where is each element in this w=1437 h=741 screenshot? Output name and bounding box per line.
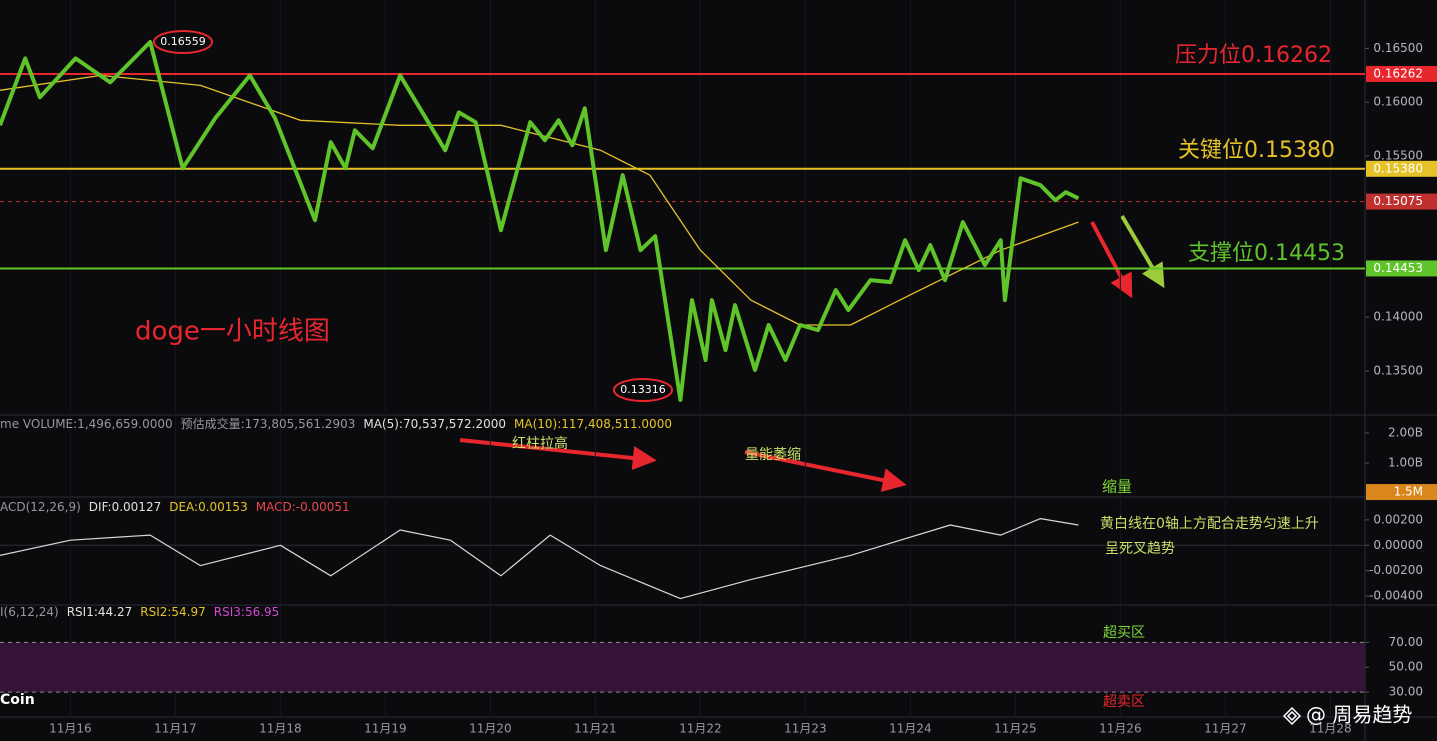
annotation: 呈死叉趋势 (1105, 541, 1175, 557)
x-tick-label: 11月18 (259, 722, 302, 736)
annotation: 量能萎缩 (745, 447, 801, 463)
level-axis-label: 0.15380 (1373, 161, 1423, 175)
info-item: MACD:-0.00051 (256, 500, 350, 514)
info-item: ACD(12,26,9) (0, 500, 81, 514)
extreme-label: 0.16559 (160, 35, 206, 48)
y-tick-label: 0.00200 (1373, 512, 1423, 526)
x-tick-label: 11月26 (1099, 722, 1142, 736)
level-annotation: 关键位0.15380 (1178, 138, 1335, 163)
y-tick-label: -0.00400 (1369, 589, 1423, 603)
x-tick-label: 11月28 (1309, 722, 1352, 736)
annotation: 黄白线在0轴上方配合走势匀速上升 (1100, 515, 1319, 532)
info-item: RSI2:54.97 (140, 605, 206, 619)
y-tick-label: 1.00B (1388, 456, 1423, 470)
logo-icon (1282, 706, 1302, 726)
info-item: DIF:0.00127 (89, 500, 161, 514)
info-item: me VOLUME:1,496,659.0000 (0, 417, 173, 431)
current-volume-box (1366, 484, 1437, 501)
y-tick-label: 30.00 (1389, 685, 1423, 699)
x-tick-label: 11月16 (49, 722, 92, 736)
info-item: MA(10):117,408,511.0000 (514, 417, 672, 431)
x-tick-label: 11月20 (469, 722, 512, 736)
y-tick-label: 0.16500 (1373, 41, 1423, 55)
arrows (459, 214, 1165, 492)
info-item: RSI1:44.27 (67, 605, 133, 619)
x-tick-label: 11月27 (1204, 722, 1247, 736)
info-item: MA(5):70,537,572.2000 (363, 417, 506, 431)
x-tick-label: 11月21 (574, 722, 617, 736)
annotation: 超买区 (1103, 625, 1145, 641)
brand: Coin (0, 692, 35, 708)
y-tick-label: 2.00B (1388, 426, 1423, 440)
line-series (0, 74, 1079, 326)
x-tick-label: 11月22 (679, 722, 722, 736)
level-axis-box (1366, 160, 1437, 177)
signature: @ 周易趋势 (1306, 703, 1412, 727)
line-series (0, 518, 1079, 600)
indicator-info: I(6,12,24) RSI1:44.27 RSI2:54.97 RSI3:56.95 (0, 605, 279, 619)
y-tick-label: 70.00 (1389, 635, 1423, 649)
y-tick-label: 0.13500 (1373, 363, 1423, 377)
rsi-band (0, 642, 1365, 693)
y-tick-label: 0.15500 (1373, 148, 1423, 162)
extreme-marker (153, 30, 213, 54)
annotation: 缩量 (1102, 478, 1132, 496)
level-axis-label: 0.16262 (1373, 66, 1423, 80)
x-tick-label: 11月25 (994, 722, 1037, 736)
level-axis-label: 0.14453 (1373, 261, 1423, 275)
info-item: DEA:0.00153 (169, 500, 248, 514)
annotation: 红柱拉高 (512, 435, 568, 452)
info-item: RSI3:56.95 (214, 605, 280, 619)
y-tick-label: 0.16000 (1373, 95, 1423, 109)
info-item: I(6,12,24) (0, 605, 59, 619)
info-item: 预估成交量:173,805,561.2903 (181, 416, 356, 431)
level-axis-box (1366, 193, 1437, 210)
y-tick-label: 0.14000 (1373, 310, 1423, 324)
y-tick-label: -0.00200 (1369, 563, 1423, 577)
level-axis-box (1366, 65, 1437, 82)
y-tick-label: 50.00 (1389, 660, 1423, 674)
level-axis-box (1366, 260, 1437, 277)
x-tick-label: 11月19 (364, 722, 407, 736)
current-volume-label: 1.5M (1394, 485, 1423, 499)
extreme-marker (613, 378, 673, 402)
chart-title: doge一小时线图 (135, 317, 330, 347)
y-tick-label: 0.00000 (1373, 538, 1423, 552)
x-tick-label: 11月17 (154, 722, 197, 736)
x-tick-label: 11月23 (784, 722, 827, 736)
level-annotation: 支撑位0.14453 (1188, 241, 1345, 266)
indicator-info: ACD(12,26,9) DIF:0.00127 DEA:0.00153 MACD:-… (0, 500, 350, 514)
indicator-info: me VOLUME:1,496,659.0000 预估成交量:173,805,56… (0, 416, 672, 431)
line-series (0, 40, 1080, 402)
annotation: 超卖区 (1103, 694, 1145, 710)
level-axis-label: 0.15075 (1373, 194, 1423, 208)
level-annotation: 压力位0.16262 (1175, 43, 1332, 68)
x-tick-label: 11月24 (889, 722, 932, 736)
extreme-label: 0.13316 (620, 383, 666, 396)
